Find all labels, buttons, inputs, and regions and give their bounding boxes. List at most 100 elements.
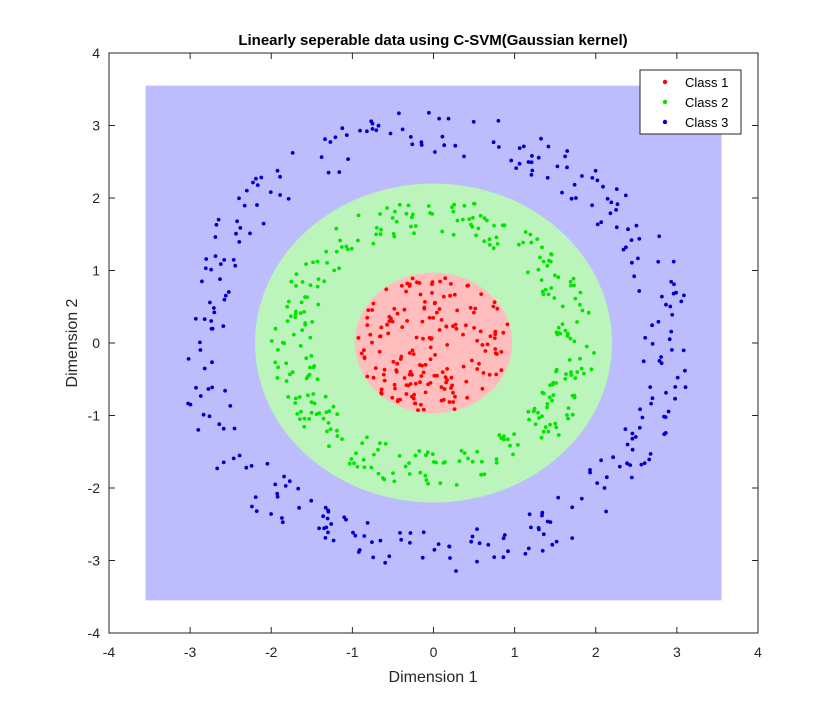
data-point xyxy=(377,334,382,339)
data-point xyxy=(630,260,634,265)
data-point xyxy=(614,187,619,192)
data-point xyxy=(422,306,427,311)
data-point xyxy=(387,314,392,319)
data-point xyxy=(580,174,584,178)
data-point xyxy=(432,547,437,552)
data-point xyxy=(346,157,350,162)
data-point xyxy=(316,302,321,307)
data-point xyxy=(289,279,294,284)
data-point xyxy=(405,319,409,323)
data-point xyxy=(461,217,465,222)
data-point xyxy=(390,395,395,400)
data-point xyxy=(208,300,212,305)
data-point xyxy=(409,224,413,229)
data-point xyxy=(286,299,291,304)
data-point xyxy=(421,336,425,341)
data-point xyxy=(540,513,544,518)
data-point xyxy=(373,366,378,370)
data-point xyxy=(599,220,604,225)
data-point xyxy=(530,168,535,173)
data-point xyxy=(298,344,303,348)
data-point xyxy=(378,232,383,237)
data-point xyxy=(293,401,298,405)
legend-label: Class 1 xyxy=(685,75,728,90)
data-point xyxy=(283,484,288,488)
data-point xyxy=(382,367,387,372)
data-point xyxy=(322,279,327,284)
data-point xyxy=(250,504,254,509)
data-point xyxy=(477,541,482,546)
data-point xyxy=(642,461,647,465)
data-point xyxy=(499,350,504,354)
data-point xyxy=(442,143,447,148)
data-point xyxy=(215,466,220,471)
data-point xyxy=(391,232,396,236)
data-point xyxy=(568,279,573,284)
y-tick-label: 3 xyxy=(92,118,100,134)
data-point xyxy=(408,135,413,139)
data-point xyxy=(394,369,399,374)
data-point xyxy=(304,376,309,381)
data-point xyxy=(212,306,216,310)
data-point xyxy=(669,329,674,334)
data-point xyxy=(462,154,466,159)
data-point xyxy=(309,410,314,415)
data-point xyxy=(415,280,419,285)
data-point xyxy=(231,258,236,262)
data-point xyxy=(647,457,652,462)
data-point xyxy=(297,395,302,399)
data-point xyxy=(284,379,289,383)
data-point xyxy=(388,131,393,136)
data-point xyxy=(671,259,676,264)
data-point xyxy=(475,559,479,564)
data-point xyxy=(681,348,686,353)
data-point xyxy=(222,297,227,302)
data-point xyxy=(293,315,298,319)
data-point xyxy=(438,481,443,486)
data-point xyxy=(488,334,493,339)
data-point xyxy=(478,213,483,218)
data-point xyxy=(273,360,278,365)
data-point xyxy=(454,326,459,331)
data-point xyxy=(432,373,437,378)
data-point xyxy=(459,448,464,453)
data-point xyxy=(379,390,384,395)
data-point xyxy=(418,470,423,475)
data-point xyxy=(430,452,435,456)
data-point xyxy=(322,526,326,531)
data-point xyxy=(309,400,314,405)
data-point xyxy=(420,319,425,324)
data-point xyxy=(407,472,412,476)
data-point xyxy=(398,531,402,535)
data-point xyxy=(480,459,484,464)
data-point xyxy=(609,200,614,205)
x-axis: -4 -3 -2 -1 0 1 2 3 4 xyxy=(103,53,762,660)
legend-marker xyxy=(662,79,668,85)
data-point xyxy=(494,372,499,377)
data-point xyxy=(393,209,397,214)
data-point xyxy=(560,304,565,309)
data-point xyxy=(629,238,634,243)
data-point xyxy=(667,337,672,342)
data-point xyxy=(497,145,501,149)
data-point xyxy=(465,395,469,400)
data-point xyxy=(657,359,662,363)
data-point xyxy=(297,505,301,510)
data-point xyxy=(637,425,642,430)
decision-regions xyxy=(145,85,722,601)
data-point xyxy=(302,310,306,314)
data-point xyxy=(407,461,411,465)
data-point xyxy=(471,215,475,220)
data-point xyxy=(419,143,424,147)
data-point xyxy=(385,322,389,327)
data-point xyxy=(269,512,273,516)
data-point xyxy=(244,465,249,470)
legend: Class 1 Class 2 Class 3 xyxy=(639,69,742,135)
data-point xyxy=(568,336,573,341)
data-point xyxy=(482,216,487,221)
data-point xyxy=(573,296,578,301)
data-point xyxy=(452,292,457,297)
data-point xyxy=(294,309,298,314)
data-point xyxy=(326,170,331,175)
